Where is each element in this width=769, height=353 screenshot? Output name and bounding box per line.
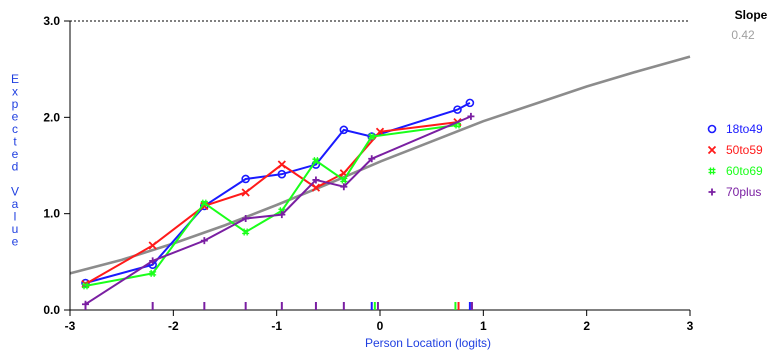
y-tick-label: 1.0 (43, 207, 60, 221)
data-point-70plus (340, 183, 348, 191)
legend-marker-60to69 (708, 167, 716, 175)
legend: 18to49 50to59 60to69 70plus (707, 122, 763, 199)
expected-value-curve-group (69, 55, 691, 275)
data-point-60to69 (149, 269, 157, 277)
slope-value: 0.42 (731, 28, 755, 42)
legend-marker-18to49 (707, 124, 717, 134)
tick-labels-group: -3 -2 -1 0 1 2 3 0.0 1.0 2.0 3.0 (43, 14, 693, 333)
series-line-18to49 (85, 102, 471, 284)
legend-item-60to69: 60to69 (708, 164, 763, 178)
data-point-18to49 (339, 125, 349, 135)
data-point-50to59 (375, 127, 385, 136)
legend-item-70plus: 70plus (708, 185, 761, 199)
series-18to49 (81, 98, 475, 288)
expected-value-curve (69, 55, 691, 275)
data-point-70plus (278, 211, 286, 219)
axes-group (69, 20, 690, 311)
data-point-70plus (467, 112, 475, 120)
series-70plus (82, 112, 475, 308)
x-tick-label: -2 (168, 319, 179, 333)
data-point-70plus (368, 155, 376, 163)
data-point-60to69 (242, 228, 250, 236)
x-tick-label: 2 (583, 319, 590, 333)
data-point-60to69 (340, 176, 348, 184)
data-point-70plus (149, 257, 157, 265)
data-point-50to59 (277, 160, 286, 169)
y-tick-label: 0.0 (43, 303, 60, 317)
x-axis-title: Person Location (logits) (365, 336, 491, 350)
series-50to59 (81, 118, 462, 289)
legend-label-70plus: 70plus (726, 185, 761, 199)
legend-label-50to59: 50to59 (726, 143, 763, 157)
series-line-60to69 (85, 124, 458, 287)
data-point-60to69 (200, 199, 208, 207)
data-point-60to69 (312, 157, 320, 165)
x-tick-label: 3 (687, 319, 694, 333)
legend-label-60to69: 60to69 (726, 164, 763, 178)
legend-marker-50to59 (707, 145, 717, 155)
data-point-60to69 (368, 133, 376, 141)
data-point-18to49 (277, 169, 287, 179)
y-tick-label: 3.0 (43, 14, 60, 28)
data-point-70plus (242, 214, 250, 222)
data-point-60to69 (82, 282, 89, 290)
data-point-70plus (200, 237, 208, 245)
data-point-50to59 (241, 188, 250, 197)
x-tick-label: 1 (480, 319, 487, 333)
data-point-18to49 (453, 105, 462, 114)
x-tick-label: -3 (65, 319, 76, 333)
x-tick-label: 0 (377, 319, 384, 333)
legend-label-18to49: 18to49 (726, 122, 763, 136)
legend-item-18to49: 18to49 (707, 122, 763, 136)
slope-title: Slope (735, 8, 768, 22)
data-point-50to59 (148, 241, 157, 250)
series-group (81, 98, 475, 308)
data-point-18to49 (465, 98, 475, 108)
rug-marks-group (84, 302, 473, 310)
x-tick-label: -1 (271, 319, 282, 333)
data-point-60to69 (454, 121, 461, 129)
legend-item-50to59: 50to59 (707, 143, 763, 157)
data-point-60to69 (278, 207, 286, 215)
y-tick-label: 2.0 (43, 110, 60, 124)
data-point-18to49 (241, 174, 250, 184)
legend-marker-70plus (708, 188, 716, 196)
data-point-50to59 (311, 183, 321, 192)
series-60to69 (82, 121, 461, 290)
data-point-70plus (312, 176, 320, 184)
